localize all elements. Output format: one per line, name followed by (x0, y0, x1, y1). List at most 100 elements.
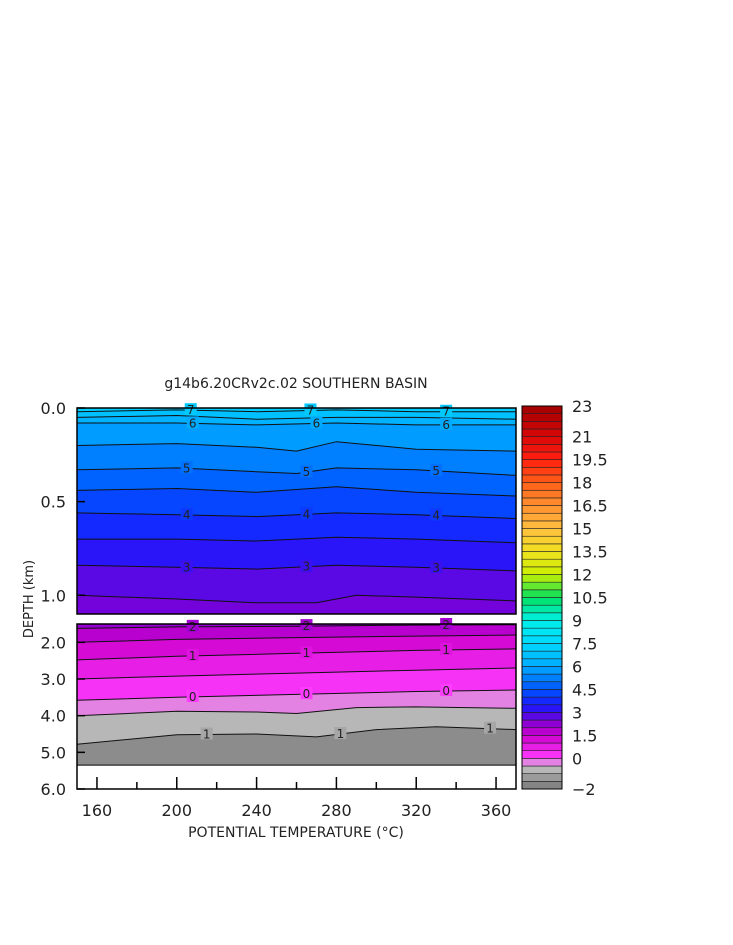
contour-label: 6 (442, 418, 450, 432)
x-tick-label: 320 (401, 801, 432, 820)
y-axis-upper: 0.0 0.5 1.0 (41, 399, 85, 605)
contour-label: 5 (183, 461, 191, 475)
colorbar-swatch (521, 543, 563, 552)
contour-label-bg (300, 507, 313, 520)
y-tick-label: 2.0 (41, 633, 66, 652)
colorbar-swatch (521, 505, 563, 514)
colorbar-label: 1.5 (572, 726, 597, 745)
contour-label: 6 (189, 416, 197, 430)
colorbar-swatch (521, 482, 563, 491)
chart-title: g14b6.20CRv2c.02 SOUTHERN BASIN (164, 376, 427, 392)
colorbar-swatch (521, 742, 563, 751)
colorbar-swatch (521, 474, 563, 483)
colorbar-swatch (521, 443, 563, 453)
contour-band (77, 423, 516, 452)
colorbar-swatch (521, 758, 563, 767)
colorbar-swatch (521, 558, 563, 568)
colorbar-swatch (521, 719, 563, 729)
colorbar-swatch (521, 436, 563, 445)
colorbar-label: 10.5 (572, 589, 608, 608)
contour-band (77, 595, 516, 614)
y-axis-label: DEPTH (km) (22, 560, 37, 638)
colorbar-swatch (521, 421, 563, 430)
colorbar-swatch (521, 750, 563, 759)
contour-label-bg (200, 727, 213, 740)
contour-label-bg (430, 463, 443, 476)
colorbar-swatch (521, 735, 563, 744)
contour-label: 5 (432, 464, 440, 478)
colorbar-label: 6 (572, 657, 582, 676)
colorbar-swatch (521, 658, 563, 667)
colorbar-frame (521, 405, 563, 790)
colorbar-swatch (521, 689, 563, 698)
contour-label: 3 (432, 561, 440, 575)
contour-line (77, 726, 516, 745)
contour-label: 1 (337, 727, 345, 741)
x-tick-label: 240 (241, 801, 272, 820)
contour-label-bg (186, 619, 199, 632)
y-axis-lower: 2.0 3.0 4.0 5.0 6.0 (41, 633, 85, 799)
colorbar-swatch (521, 650, 563, 660)
colorbar-swatch (521, 413, 563, 422)
contour-label-bg (300, 646, 313, 659)
contour-label-bg (184, 403, 197, 416)
colorbar-swatch (521, 528, 563, 537)
contour-label-bg (440, 417, 453, 430)
colorbar-swatch (521, 581, 563, 591)
contour-label: 3 (303, 560, 311, 574)
colorbar-label: 21 (572, 428, 592, 447)
contour-label: 4 (303, 507, 311, 521)
colorbar-swatch (521, 666, 563, 675)
colorbar-swatch (521, 451, 563, 460)
contour-band (77, 565, 516, 603)
colorbar-swatch (521, 551, 563, 560)
colorbar-swatch (521, 497, 563, 506)
colorbar-label: 18 (572, 474, 592, 493)
contour-label: 2 (189, 620, 197, 634)
colorbar-swatch (521, 696, 563, 706)
contour-label: 2 (442, 618, 450, 632)
contour-label-bg (440, 684, 453, 697)
contour-label: 0 (189, 690, 197, 704)
colorbar-label: 7.5 (572, 634, 597, 653)
contour-line (77, 409, 516, 413)
contour-band (77, 512, 516, 543)
contour-line (77, 706, 516, 717)
colorbar-swatch (521, 604, 563, 614)
colorbar-swatch (521, 712, 563, 721)
contour-label: 4 (183, 508, 191, 522)
colorbar-swatch (521, 635, 563, 644)
contour-label-bg (430, 560, 443, 573)
y-tick-label: 0.0 (41, 399, 66, 418)
contour-line (77, 414, 516, 420)
contour-label: 6 (313, 416, 321, 430)
y-tick-label: 0.5 (41, 493, 66, 512)
contour-label: 7 (307, 403, 315, 417)
contour-label: 2 (303, 619, 311, 633)
colorbar-swatch (521, 428, 563, 437)
colorbar-label: 3 (572, 703, 582, 722)
contour-label-bg (334, 727, 347, 739)
colorbar (521, 405, 563, 790)
contour-line (77, 441, 516, 452)
contour-line (77, 594, 516, 604)
contour-label-bg (180, 560, 193, 573)
y-tick-label: 1.0 (41, 586, 66, 605)
contour-label-bg (186, 689, 199, 702)
colorbar-swatch (521, 673, 563, 683)
contour-label-bg (484, 721, 497, 734)
x-tick-label: 360 (481, 801, 512, 820)
colorbar-swatch (521, 589, 563, 598)
contour-label-bg (430, 508, 443, 521)
colorbar-swatch (521, 597, 563, 606)
contour-label: 4 (432, 508, 440, 522)
colorbar-swatch (521, 727, 563, 736)
colorbar-label: 0 (572, 749, 582, 768)
contour-label: 1 (442, 643, 450, 657)
contour-line (77, 467, 516, 476)
contour-line (77, 634, 516, 643)
colorbar-label: 13.5 (572, 543, 608, 562)
contour-label-bg (300, 619, 313, 632)
contour-label-bg (180, 461, 193, 474)
x-axis-label: POTENTIAL TEMPERATURE (°C) (188, 825, 404, 841)
